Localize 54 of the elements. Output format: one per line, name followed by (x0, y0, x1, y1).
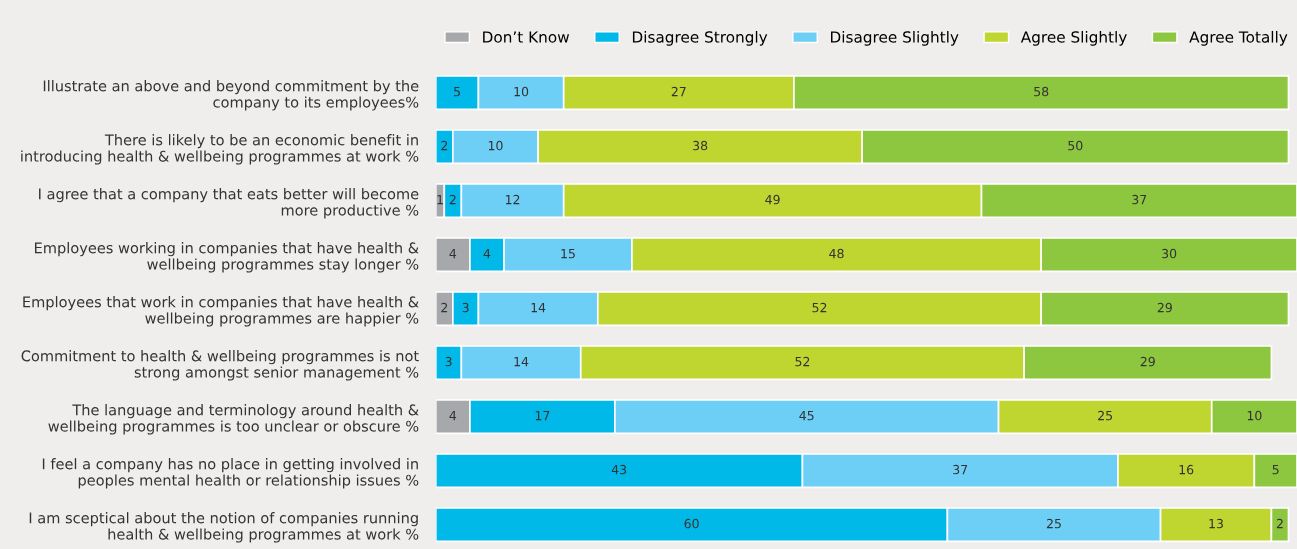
data-label: 12 (505, 194, 520, 205)
data-label: 16 (1179, 464, 1194, 475)
data-label: 30 (1162, 248, 1177, 259)
data-label: 10 (1247, 410, 1262, 421)
data-label: 25 (1046, 518, 1061, 529)
y-tick-label: There is likely to be an economic benefit in introducing health & wellbeing programmes at work % (21, 134, 419, 165)
legend-label: Don’t Know (483, 31, 570, 43)
y-tick-label: The language and terminology around health & wellbeing programmes is too unclear or obscure % (48, 404, 419, 435)
legend-label: Disagree Strongly (632, 30, 768, 46)
y-tick-label: I agree that a company that eats better will become more productive % (39, 188, 419, 219)
data-label: 52 (795, 356, 810, 367)
data-label: 43 (611, 464, 627, 475)
legend-label: Disagree Slightly (831, 30, 959, 46)
data-label: 27 (671, 86, 686, 97)
data-label: 3 (445, 356, 452, 367)
data-label: 48 (829, 248, 844, 259)
data-label: 29 (1157, 302, 1172, 313)
y-tick-label: I am sceptical about the notion of companies running health & wellbeing programmes at work % (29, 512, 419, 543)
data-label: 1 (437, 195, 443, 205)
data-label: 10 (514, 86, 529, 97)
data-label: 4 (449, 249, 457, 259)
data-label: 29 (1140, 356, 1155, 367)
data-label: 2 (441, 302, 448, 313)
y-tick-label: Employees that work in companies that have health & wellbeing programmes are happier % (23, 296, 419, 327)
data-label: 17 (535, 411, 550, 421)
data-label: 38 (693, 140, 708, 151)
data-label: 52 (812, 302, 827, 313)
data-label: 37 (953, 464, 968, 475)
data-label: 3 (462, 302, 469, 313)
data-label: 14 (514, 357, 529, 367)
data-label: 58 (1034, 86, 1049, 97)
data-label: 49 (765, 194, 780, 205)
data-label: 2 (449, 194, 456, 205)
data-label: 15 (561, 249, 575, 259)
data-label: 4 (449, 411, 457, 421)
data-label: 4 (483, 249, 491, 259)
data-label: 10 (488, 140, 503, 151)
data-label: 45 (799, 411, 814, 421)
data-label: 37 (1132, 194, 1147, 205)
data-label: 25 (1098, 410, 1113, 421)
data-label: 50 (1068, 140, 1083, 151)
y-tick-label: Commitment to health & wellbeing programmes is not strong amongst senior management % (21, 350, 419, 381)
legend-label: Agree Totally (1189, 30, 1288, 46)
data-label: 13 (1209, 518, 1223, 529)
y-tick-label: Illustrate an above and beyond commitment by the company to its employees% (43, 80, 419, 111)
legend-label: Agree Slightly (1020, 30, 1127, 46)
data-label: 2 (441, 140, 448, 151)
data-label: 2 (1276, 518, 1283, 529)
data-label: 60 (684, 518, 699, 529)
data-label: 5 (454, 87, 460, 97)
data-label: 5 (1272, 465, 1279, 475)
y-tick-label: Employees working in companies that have health & wellbeing programmes stay longer % (35, 242, 419, 273)
y-tick-label: I feel a company has no place in getting involved in peoples mental health or relationship issues % (42, 458, 419, 489)
data-label: 14 (531, 303, 546, 313)
